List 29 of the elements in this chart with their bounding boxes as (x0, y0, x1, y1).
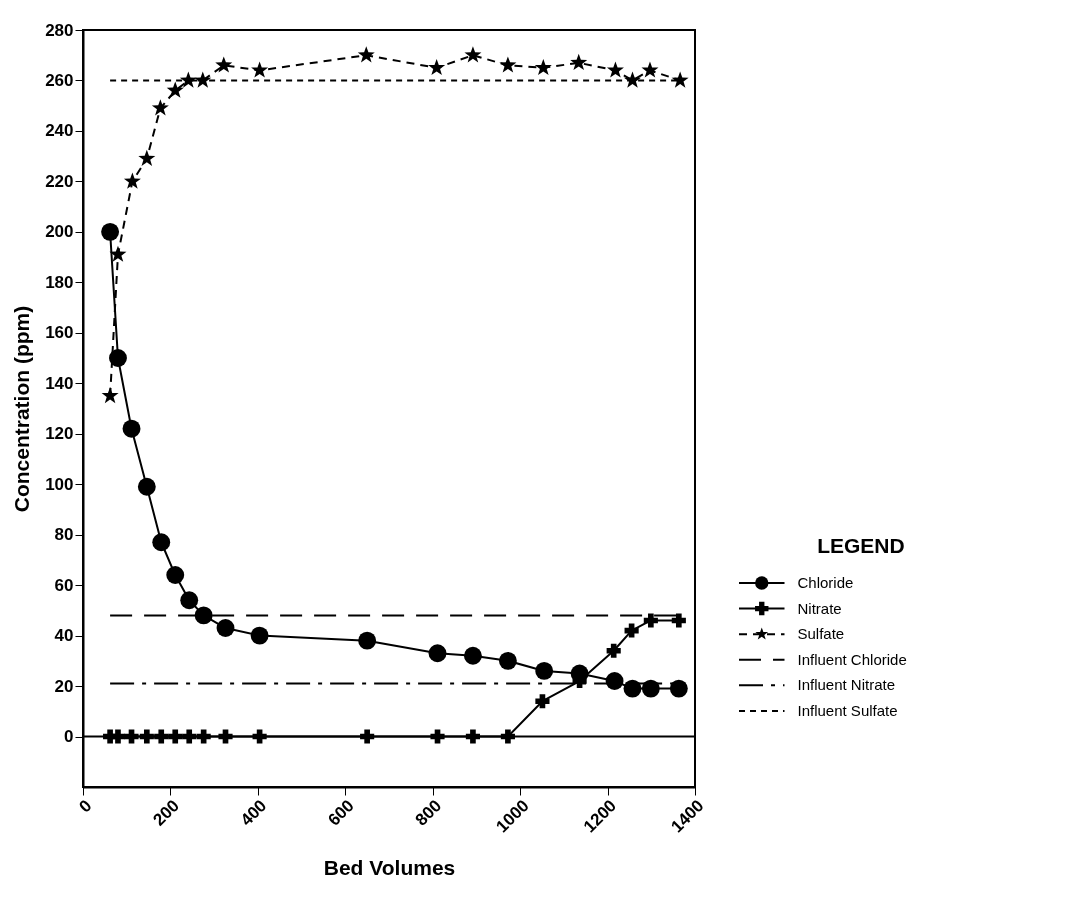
y-tick-label: 120 (45, 424, 74, 444)
y-tick-label: 160 (45, 323, 74, 343)
y-tick-label: 260 (45, 70, 74, 90)
x-tick-label: 0 (75, 796, 96, 817)
y-axis-title: Concentration (ppm) (10, 305, 34, 513)
y-tick-label: 200 (45, 222, 74, 242)
x-tick-label: 600 (324, 796, 358, 830)
y-tick-label: 40 (54, 626, 74, 646)
y-tick-label: 280 (45, 20, 74, 40)
y-tick-label: 0 (64, 727, 74, 747)
x-tick-label: 400 (236, 796, 271, 830)
y-tick-label: 180 (45, 272, 74, 292)
y-tick-label: 80 (54, 525, 74, 545)
legend-label: Influent Sulfate (797, 701, 898, 719)
legend-label: Chloride (797, 573, 854, 591)
x-tick-label: 800 (411, 796, 446, 830)
legend-label: Nitrate (797, 599, 842, 617)
y-tick-label: 20 (54, 676, 74, 696)
y-tick-label: 220 (45, 171, 74, 191)
y-tick-label: 100 (45, 474, 74, 494)
x-tick-label: 200 (149, 796, 183, 830)
x-axis-title: Bed Volumes (323, 855, 456, 879)
y-tick-label: 60 (54, 575, 74, 595)
y-tick-label: 240 (45, 121, 74, 141)
legend-title: LEGEND (817, 534, 905, 558)
y-tick-label: 140 (45, 373, 74, 393)
legend-label: Influent Chloride (797, 650, 907, 668)
legend-label: Sulfate (797, 625, 845, 643)
legend-label: Influent Nitrate (797, 676, 896, 694)
